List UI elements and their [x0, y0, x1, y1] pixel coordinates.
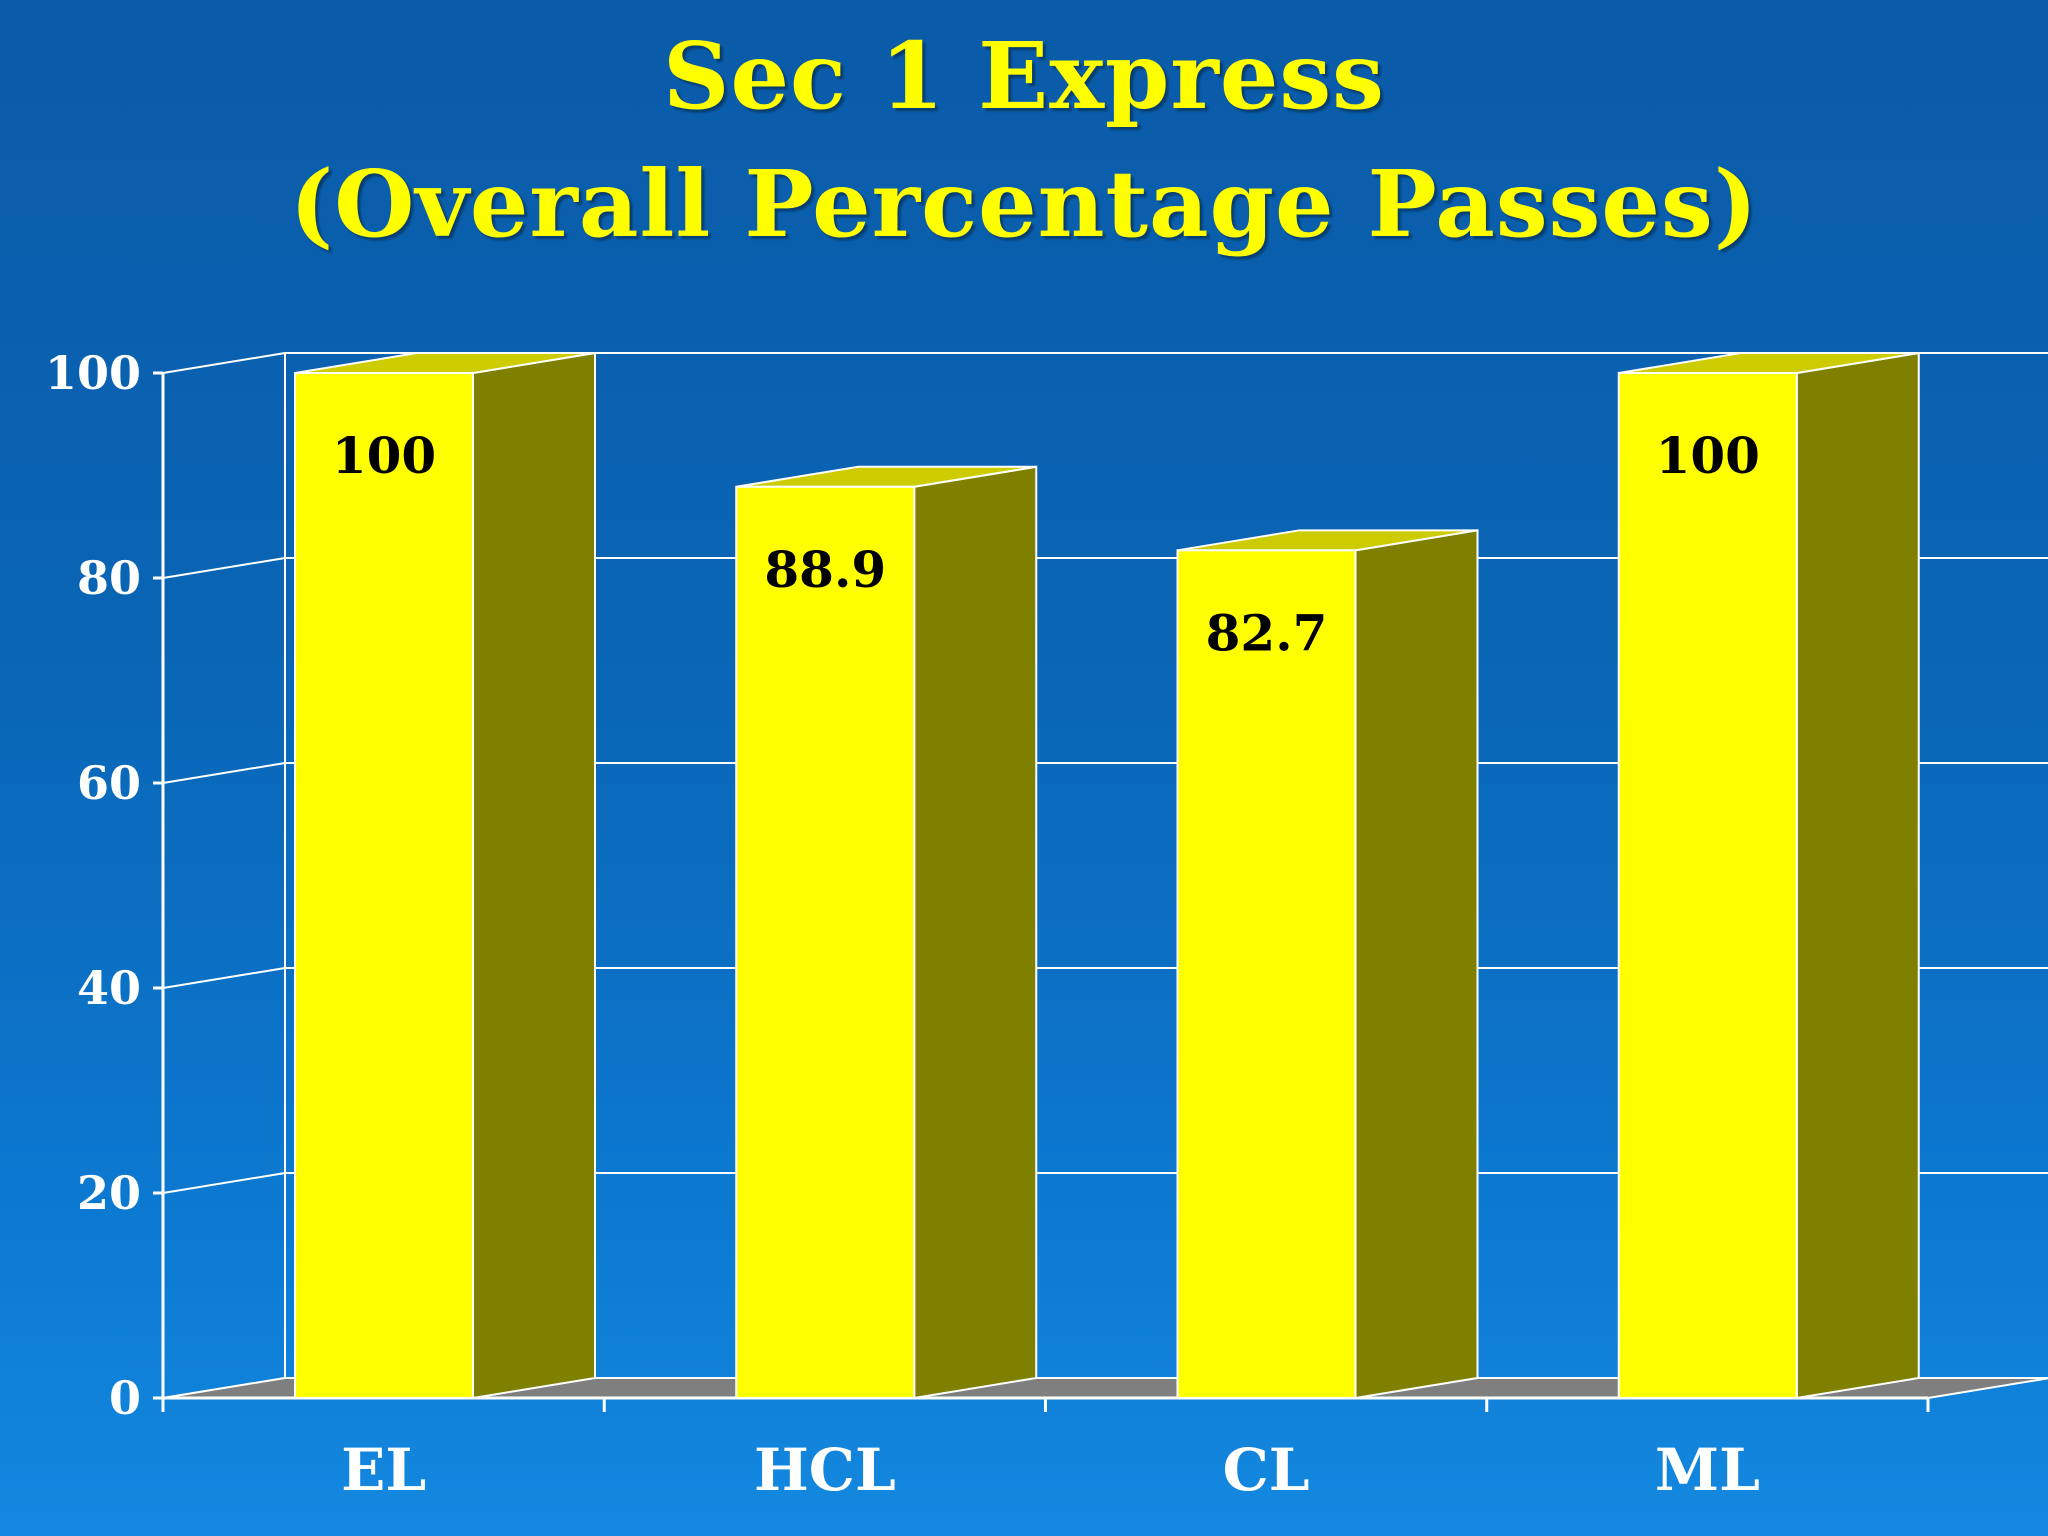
ytick-label-20: 20 — [77, 1166, 141, 1220]
xtick-label-cl: CL — [1223, 1436, 1310, 1504]
bar-cl — [1176, 529, 1479, 1400]
bar-front-ml — [1617, 372, 1798, 1399]
axis-layer: 0 20 40 60 80 100 EL HCL CL ML — [45, 346, 1930, 1504]
xtick-label-el: EL — [341, 1436, 426, 1504]
bar-hcl — [735, 465, 1038, 1400]
bar-side-hcl — [913, 465, 1038, 1400]
side-gridline-80 — [162, 557, 286, 579]
bar-side-el — [472, 351, 596, 1400]
bars-layer — [294, 351, 1920, 1400]
xtick-label-ml: ML — [1655, 1436, 1760, 1504]
data-label-ml: 100 — [1656, 426, 1760, 485]
side-gridline-40 — [162, 967, 286, 989]
chart-title: Sec 1 Express — [663, 22, 1385, 130]
ytick-label-0: 0 — [109, 1371, 141, 1425]
bar-front-el — [294, 372, 474, 1399]
side-gridline-100 — [162, 352, 286, 374]
data-label-cl: 82.7 — [1206, 603, 1328, 662]
bar-front-cl — [1176, 549, 1357, 1399]
ytick-label-40: 40 — [77, 961, 141, 1015]
ytick-label-100: 100 — [45, 346, 141, 400]
bar-ml — [1617, 351, 1920, 1400]
bar-el — [294, 351, 596, 1400]
labels-layer: 100 88.9 82.7 100 — [332, 426, 1760, 662]
bar-side-cl — [1354, 529, 1479, 1400]
ytick-label-60: 60 — [77, 756, 141, 810]
xtick-label-hcl: HCL — [754, 1436, 896, 1504]
data-label-el: 100 — [332, 426, 436, 485]
side-gridline-20 — [162, 1172, 286, 1194]
side-gridline-60 — [162, 762, 286, 784]
data-label-hcl: 88.9 — [764, 540, 886, 599]
ytick-label-80: 80 — [77, 551, 141, 605]
bar-front-hcl — [735, 485, 916, 1399]
bar-side-ml — [1795, 351, 1920, 1400]
chart-subtitle: (Overall Percentage Passes) — [289, 150, 1759, 258]
